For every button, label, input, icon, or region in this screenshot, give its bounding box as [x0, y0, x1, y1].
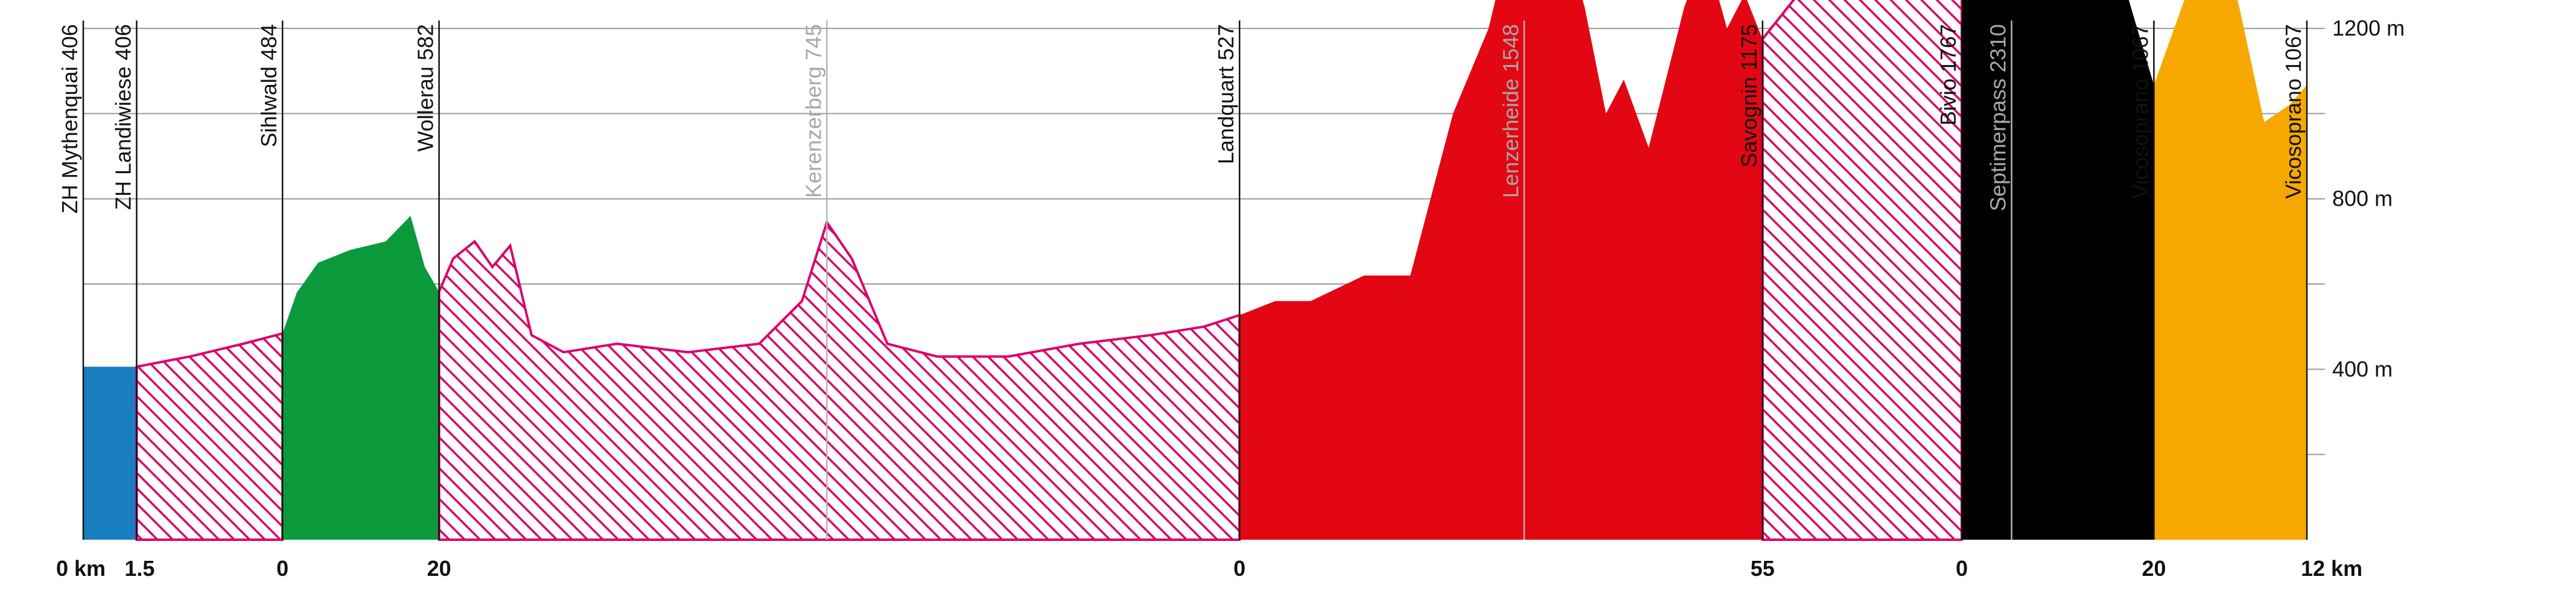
- distance-tick-label: 20: [427, 556, 451, 581]
- distance-tick-label: 0: [276, 556, 288, 581]
- station-label: Savognin 1175: [1737, 24, 1761, 168]
- station-label: ZH Landiwiese 406: [110, 24, 135, 210]
- elevation-segment-7: [1962, 0, 2154, 540]
- altitude-tick-label: 800 m: [2332, 186, 2393, 211]
- elevation-segment-5: [1239, 0, 1763, 540]
- distance-tick-label: 0: [1233, 556, 1245, 581]
- altitude-tick-label: 400 m: [2332, 356, 2393, 381]
- elevation-areas: [83, 0, 2307, 541]
- distance-tick-label: 0 km: [56, 556, 106, 581]
- station-label: Kerenzerberg 745: [801, 24, 825, 198]
- station-label: ZH Mythenquai 406: [57, 24, 82, 213]
- distance-axis: 0 km 1.5 0 20 0 55 0 20 12 km: [56, 556, 2362, 581]
- elevation-segment-6: [1761, 0, 1964, 541]
- elevation-segment-4: [437, 220, 1241, 541]
- station-label: Septimerpass 2310: [1986, 24, 2011, 211]
- station-label: Bivio 1767: [1936, 24, 1961, 125]
- station-label: Wollerau 582: [413, 24, 438, 151]
- station-label: Lenzerheide 1548: [1498, 24, 1523, 198]
- distance-tick-label: 20: [2142, 556, 2166, 581]
- station-label: Vicosoprano 1067: [2281, 24, 2306, 199]
- station-label: Vicosoprano 1067: [2128, 24, 2152, 199]
- distance-tick-label: 1.5: [124, 556, 154, 581]
- elevation-segment-3: [282, 216, 439, 540]
- elevation-segment-8: [2154, 0, 2307, 540]
- station-markers: ZH Mythenquai 406 ZH Landiwiese 406 Sihlwa…: [57, 21, 2308, 540]
- distance-tick-label: 55: [1751, 556, 1775, 581]
- altitude-tick-label: 1200 m: [2332, 16, 2405, 40]
- station-label: Landquart 527: [1213, 24, 1238, 164]
- station-label: Sihlwald 484: [256, 24, 281, 147]
- elevation-segment-2: [135, 332, 284, 541]
- elevation-segment-1: [83, 367, 137, 540]
- distance-tick-label: 12 km: [2301, 556, 2362, 581]
- distance-tick-label: 0: [1956, 556, 1968, 581]
